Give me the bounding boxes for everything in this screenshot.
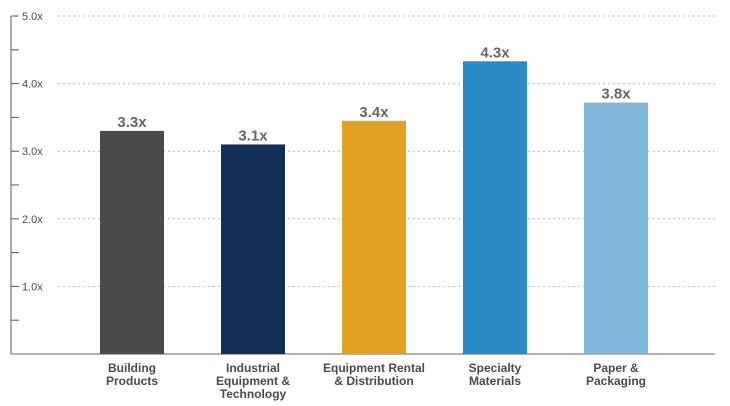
bar xyxy=(584,102,648,354)
category-label-line: Technology xyxy=(220,387,287,401)
y-tick-label: 3.0x xyxy=(22,146,43,158)
category-label-line: Paper & xyxy=(593,361,639,375)
category-label: Building Products xyxy=(106,361,158,388)
category-label-line: & Distribution xyxy=(334,374,413,388)
y-tick-label: 5.0x xyxy=(22,11,43,23)
category-label: Industrial Equipment & Technology xyxy=(216,361,290,401)
bars xyxy=(100,61,648,355)
y-tick-label: 2.0x xyxy=(22,214,43,226)
bar xyxy=(463,61,527,355)
bar xyxy=(342,120,406,354)
value-labels: 3.3x 3.1x 3.4x 4.3x 3.8x xyxy=(117,44,631,144)
category-labels: Building Products Industrial Equipment & Tec… xyxy=(106,361,646,401)
category-label-line: Materials xyxy=(469,374,521,388)
category-label: Equipment Rental & Distribution xyxy=(323,361,425,388)
value-label: 3.3x xyxy=(117,114,147,131)
category-label-line: Equipment & xyxy=(216,374,290,388)
category-label-line: Packaging xyxy=(586,374,646,388)
category-label: Specialty Materials xyxy=(469,361,522,388)
category-label-line: Equipment Rental xyxy=(323,361,425,375)
value-label: 3.4x xyxy=(359,104,389,121)
category-label-line: Products xyxy=(106,374,158,388)
bar xyxy=(221,144,285,354)
category-label-line: Industrial xyxy=(226,361,280,375)
category-label-line: Specialty xyxy=(469,361,522,375)
value-label: 3.1x xyxy=(238,127,268,144)
category-label-line: Building xyxy=(108,361,156,375)
value-label: 4.3x xyxy=(480,44,510,61)
y-tick-label: 1.0x xyxy=(22,281,43,293)
y-tick-label: 4.0x xyxy=(22,79,43,91)
bar xyxy=(100,130,164,354)
value-label: 3.8x xyxy=(601,86,631,103)
category-label: Paper & Packaging xyxy=(586,361,646,388)
